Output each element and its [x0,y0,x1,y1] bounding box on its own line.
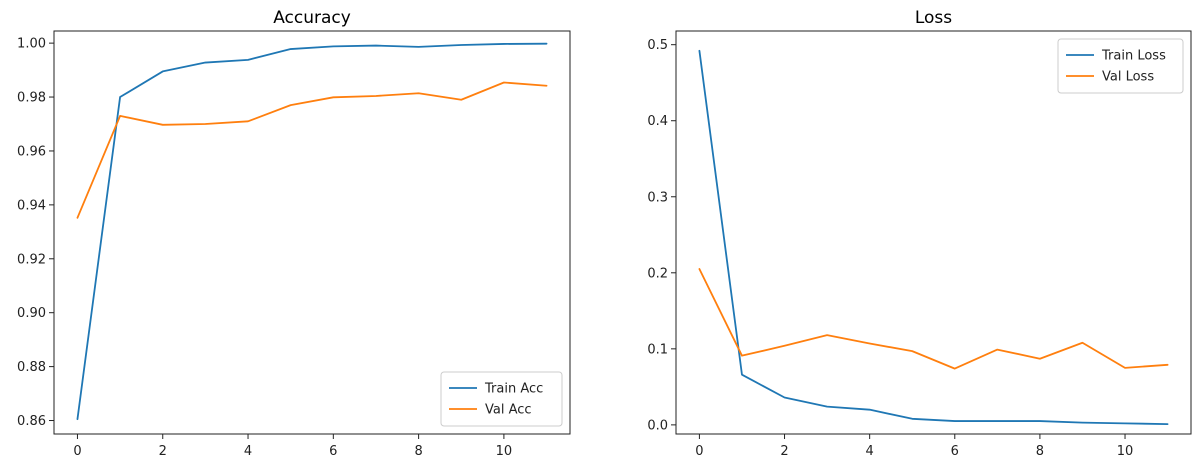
x-tick-label: 8 [1036,444,1044,459]
chart-title: Loss [915,8,952,28]
y-tick-label: 0.94 [17,198,46,213]
legend-label: Val Loss [1102,70,1154,85]
legend: Train Loss Val Loss [1057,38,1184,94]
legend-frame [1057,38,1184,94]
y-tick-label: 0.86 [17,414,46,429]
x-tick-label: 8 [414,444,422,459]
x-tick-label: 4 [866,444,874,459]
loss-chart: Loss 0.0 0.1 0.2 0.3 0.4 0.5 0 2 4 6 8 10 Train Loss V… [647,8,1192,459]
series-line-val-acc [76,81,548,219]
y-tick-label: 0.96 [17,144,46,159]
x-tick-label: 0 [695,444,703,459]
series-line-val-loss [698,268,1169,370]
series-line-train-loss [698,49,1169,426]
plot-area-frame [53,30,571,435]
x-tick-label: 2 [780,444,788,459]
y-tick-label: 0.4 [647,114,668,129]
x-tick-label: 6 [329,444,337,459]
y-tick-label: 1.00 [17,37,46,52]
x-tick-label: 4 [244,444,252,459]
y-tick-label: 0.92 [17,252,46,267]
x-tick-label: 10 [496,444,513,459]
legend: Train Acc Val Acc [440,371,563,427]
x-tick-label: 6 [951,444,959,459]
legend-label: Val Acc [485,403,532,418]
x-tick-label: 10 [1117,444,1134,459]
legend-label: Train Loss [1101,49,1166,64]
legend-frame [440,371,563,427]
y-tick-label: 0.98 [17,91,46,106]
chart-title: Accuracy [273,8,351,28]
y-tick-label: 0.2 [647,266,668,281]
y-tick-label: 0.5 [647,38,668,53]
accuracy-chart: Accuracy 0.86 0.88 0.90 0.92 0.94 0.96 0.98 1.00… [17,8,571,459]
legend-label: Train Acc [484,382,543,397]
y-tick-label: 0.90 [17,306,46,321]
plot-area-frame [675,30,1192,435]
y-tick-label: 0.3 [647,190,668,205]
y-tick-label: 0.88 [17,360,46,375]
series-line-train-acc [76,42,548,421]
y-tick-label: 0.1 [647,342,668,357]
y-tick-label: 0.0 [647,418,668,433]
x-tick-label: 2 [159,444,167,459]
x-tick-label: 0 [73,444,81,459]
